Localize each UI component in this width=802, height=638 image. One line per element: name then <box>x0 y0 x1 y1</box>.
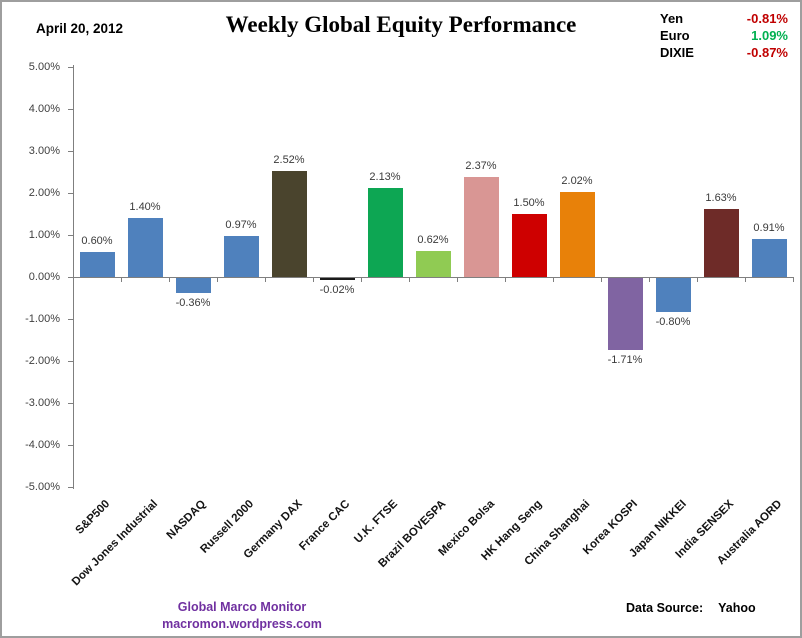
y-axis-tick <box>68 319 73 320</box>
bar-japan-nikkei <box>655 278 691 312</box>
currency-row-yen: Yen -0.81% <box>660 10 788 27</box>
currency-value: -0.87% <box>746 45 788 60</box>
y-axis-tick-label: -5.00% <box>25 481 60 493</box>
bar-value-label: 2.13% <box>369 170 401 183</box>
x-axis-tick <box>649 277 650 282</box>
x-axis-tick <box>457 277 458 282</box>
data-source-label: Data Source: <box>626 601 704 615</box>
bar-value-label: 1.40% <box>129 201 161 214</box>
currency-value: 1.09% <box>751 28 788 43</box>
bar-value-label: 2.37% <box>465 160 497 173</box>
x-axis-tick <box>409 277 410 282</box>
y-axis-tick-label: 5.00% <box>28 61 60 73</box>
currency-label: DIXIE <box>660 45 694 60</box>
bar-india-sensex <box>703 208 739 277</box>
bar-germany-dax <box>271 171 307 277</box>
y-axis-tick-label: 2.00% <box>28 187 60 199</box>
bar-china-shanghai <box>559 192 595 277</box>
y-axis-tick <box>68 445 73 446</box>
x-axis-tick <box>553 277 554 282</box>
chart-title: Weekly Global Equity Performance <box>225 12 577 37</box>
x-axis-label-s-p500: S&P500 <box>73 498 113 537</box>
y-axis-tick <box>68 67 73 68</box>
bar-dow-jones-industrial <box>127 218 163 277</box>
bar-value-label: -1.71% <box>607 353 643 366</box>
x-axis-label-france-cac: France CAC <box>297 498 353 554</box>
x-axis-label-u-k-ftse: U.K. FTSE <box>352 498 401 546</box>
bar-u-k-ftse <box>367 187 403 277</box>
y-axis-tick <box>68 193 73 194</box>
x-axis-tick <box>745 277 746 282</box>
x-axis-tick <box>169 277 170 282</box>
x-axis-tick <box>601 277 602 282</box>
y-axis-tick-label: 1.00% <box>28 229 60 241</box>
y-axis-tick <box>68 109 73 110</box>
x-axis-tick <box>697 277 698 282</box>
y-axis-tick <box>68 151 73 152</box>
bar-value-label: 0.97% <box>225 219 257 232</box>
y-axis-tick <box>68 487 73 488</box>
x-axis-tick <box>505 277 506 282</box>
bar-value-label: 0.91% <box>753 221 785 234</box>
bar-value-label: 0.60% <box>81 234 113 247</box>
bar-australia-aord <box>751 238 787 277</box>
y-axis-tick <box>68 361 73 362</box>
y-axis-tick <box>68 277 73 278</box>
x-axis-label-nasdaq: NASDAQ <box>164 498 209 542</box>
y-axis-tick <box>68 235 73 236</box>
y-axis-tick-label: 4.00% <box>28 103 60 115</box>
bar-russell-2000 <box>223 236 259 277</box>
data-source-value: Yahoo <box>718 601 756 615</box>
bar-mexico-bolsa <box>463 177 499 277</box>
x-axis-tick <box>217 277 218 282</box>
x-axis-tick <box>121 277 122 282</box>
brand-name: Global Marco Monitor <box>177 600 307 614</box>
bar-value-label: 1.63% <box>705 191 737 204</box>
report-date: April 20, 2012 <box>36 21 124 36</box>
currency-row-euro: Euro 1.09% <box>660 27 788 44</box>
bar-value-label: -0.80% <box>655 315 691 328</box>
brand-footer: Global Marco Monitor macromon.wordpress.… <box>102 599 382 633</box>
bar-value-label: -0.02% <box>319 283 355 296</box>
currency-label: Euro <box>660 28 690 43</box>
bar-brazil-bovespa <box>415 250 451 277</box>
bar-france-cac <box>319 278 355 280</box>
bar-s-p500 <box>79 251 115 277</box>
bar-value-label: 2.52% <box>273 154 305 167</box>
brand-url: macromon.wordpress.com <box>162 617 322 631</box>
y-axis-tick-label: 3.00% <box>28 145 60 157</box>
y-axis-tick-label: -1.00% <box>25 313 60 325</box>
y-axis-tick-label: 0.00% <box>28 271 60 283</box>
bar-nasdaq <box>175 278 211 294</box>
bar-value-label: -0.36% <box>175 297 211 310</box>
data-source-note: Data Source: Yahoo <box>626 601 756 615</box>
bar-value-label: 2.02% <box>561 175 593 188</box>
x-axis-label-dow-jones-industrial: Dow Jones Industrial <box>70 498 161 589</box>
x-axis-tick <box>265 277 266 282</box>
x-axis-tick <box>793 277 794 282</box>
bar-value-label: 0.62% <box>417 233 449 246</box>
y-axis-tick-label: -2.00% <box>25 355 60 367</box>
currency-label: Yen <box>660 11 684 26</box>
currency-row-dixie: DIXIE -0.87% <box>660 44 788 61</box>
bar-value-label: 1.50% <box>513 197 545 209</box>
y-axis-tick-label: -4.00% <box>25 439 60 451</box>
y-axis-tick-label: -3.00% <box>25 397 60 409</box>
bar-hk-hang-seng <box>511 214 547 277</box>
y-axis-tick <box>68 403 73 404</box>
currency-value: -0.81% <box>746 11 788 26</box>
bar-korea-kospi <box>607 278 643 350</box>
x-axis-zero-line <box>73 277 794 278</box>
x-axis-tick <box>313 277 314 282</box>
x-axis-tick <box>361 277 362 282</box>
currency-panel: Yen -0.81% Euro 1.09% DIXIE -0.87% <box>660 10 788 61</box>
